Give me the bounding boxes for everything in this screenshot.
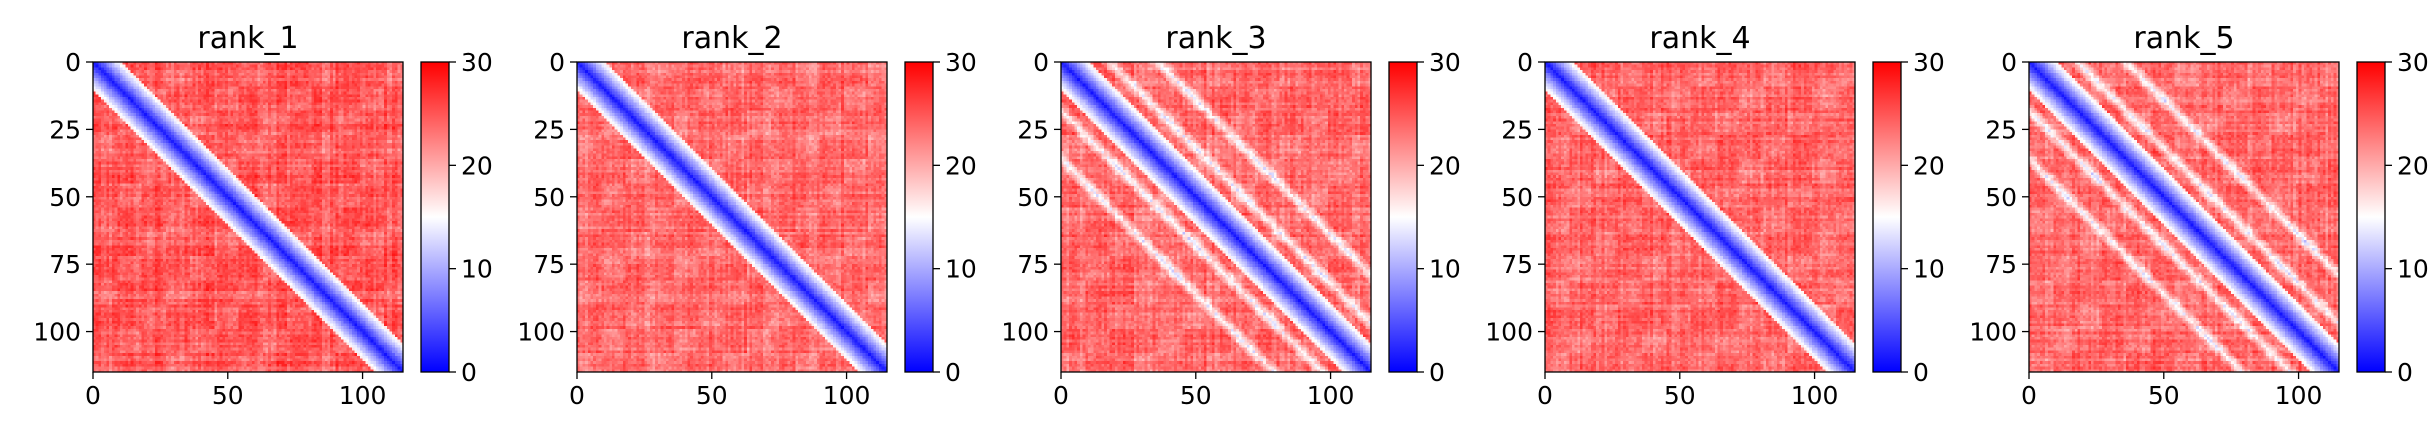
colorbar <box>2356 61 2386 373</box>
y-tick-label: 0 <box>1033 48 1049 77</box>
colorbar-tick-label: 10 <box>1429 255 1461 284</box>
x-tick-label: 100 <box>1791 381 1839 410</box>
panel-title: rank_1 <box>197 21 298 56</box>
colorbar-tick-label: 10 <box>2397 255 2429 284</box>
y-tick-label: 25 <box>1985 115 2017 144</box>
panel-title: rank_3 <box>1165 21 1266 56</box>
y-tick-label: 0 <box>549 48 565 77</box>
y-tick-label: 100 <box>1001 318 1049 347</box>
y-tick-label: 0 <box>1517 48 1533 77</box>
y-tick-label: 25 <box>1017 115 1049 144</box>
colorbar-tick-label: 10 <box>461 255 493 284</box>
colorbar-tick-label: 30 <box>2397 48 2429 77</box>
panel-title: rank_5 <box>2133 21 2234 56</box>
y-tick-label: 25 <box>1501 115 1533 144</box>
x-tick-label: 0 <box>85 381 101 410</box>
axes-frame <box>1060 61 1372 373</box>
y-tick-label: 0 <box>2001 48 2017 77</box>
y-tick-label: 50 <box>1017 183 1049 212</box>
y-tick-label: 25 <box>49 115 81 144</box>
colorbar-tick-label: 20 <box>461 151 493 180</box>
heatmap-panel-4: rank_4 0 50 100 0 25 50 75 100 0 10 20 30 <box>1485 21 1945 410</box>
panel-title: rank_4 <box>1649 21 1750 56</box>
colorbar-tick-label: 0 <box>2397 358 2413 387</box>
x-tick-label: 0 <box>1537 381 1553 410</box>
y-tick-label: 50 <box>1985 183 2017 212</box>
heatmap-panel-2: rank_2 0 50 100 0 25 50 75 100 0 10 20 30 <box>517 21 977 410</box>
y-tick-label: 100 <box>517 318 565 347</box>
y-tick-label: 50 <box>49 183 81 212</box>
x-tick-label: 50 <box>1664 381 1696 410</box>
colorbar <box>1388 61 1418 373</box>
heatmap-matrix <box>1545 62 1855 372</box>
colorbar-tick-label: 30 <box>945 48 977 77</box>
colorbar <box>420 61 450 373</box>
x-tick-label: 100 <box>339 381 387 410</box>
axes-frame <box>576 61 888 373</box>
y-tick-label: 75 <box>1985 250 2017 279</box>
x-tick-label: 0 <box>569 381 585 410</box>
colorbar-tick-label: 20 <box>1913 151 1945 180</box>
axes-frame <box>2028 61 2340 373</box>
colorbar-tick-label: 10 <box>945 255 977 284</box>
heatmap-matrix <box>577 62 887 372</box>
x-tick-label: 50 <box>1180 381 1212 410</box>
panel-title: rank_2 <box>681 21 782 56</box>
x-tick-label: 0 <box>1053 381 1069 410</box>
y-tick-label: 0 <box>65 48 81 77</box>
y-tick-label: 25 <box>533 115 565 144</box>
y-tick-label: 75 <box>1501 250 1533 279</box>
y-tick-label: 50 <box>533 183 565 212</box>
y-tick-label: 75 <box>533 250 565 279</box>
x-tick-label: 50 <box>212 381 244 410</box>
colorbar-tick-label: 30 <box>461 48 493 77</box>
heatmap-panel-3: rank_3 0 50 100 0 25 50 75 100 0 10 20 30 <box>1001 21 1461 410</box>
x-tick-label: 100 <box>1307 381 1355 410</box>
heatmap-panel-5: rank_5 0 50 100 0 25 50 75 100 0 10 20 30 <box>1969 21 2429 410</box>
y-tick-label: 100 <box>33 318 81 347</box>
x-tick-label: 100 <box>2275 381 2323 410</box>
y-tick-label: 100 <box>1969 318 2017 347</box>
x-tick-label: 100 <box>823 381 871 410</box>
y-tick-label: 100 <box>1485 318 1533 347</box>
colorbar-tick-label: 20 <box>1429 151 1461 180</box>
heatmap-matrix <box>2029 62 2339 372</box>
y-tick-label: 75 <box>1017 250 1049 279</box>
colorbar-tick-label: 0 <box>1429 358 1445 387</box>
colorbar-tick-label: 0 <box>945 358 961 387</box>
heatmap-matrix <box>93 62 403 372</box>
x-tick-label: 50 <box>2148 381 2180 410</box>
y-tick-label: 75 <box>49 250 81 279</box>
colorbar-tick-label: 20 <box>945 151 977 180</box>
y-tick-label: 50 <box>1501 183 1533 212</box>
x-tick-label: 50 <box>696 381 728 410</box>
heatmap-panel-1: rank_1 0 50 100 0 25 50 75 100 0 10 20 30 <box>33 21 493 410</box>
colorbar <box>904 61 934 373</box>
colorbar-tick-label: 0 <box>1913 358 1929 387</box>
colorbar-tick-label: 30 <box>1913 48 1945 77</box>
x-tick-label: 0 <box>2021 381 2037 410</box>
colorbar-tick-label: 0 <box>461 358 477 387</box>
axes-frame <box>1544 61 1856 373</box>
colorbar-tick-label: 30 <box>1429 48 1461 77</box>
axes-frame <box>92 61 404 373</box>
colorbar <box>1872 61 1902 373</box>
colorbar-tick-label: 20 <box>2397 151 2429 180</box>
colorbar-tick-label: 10 <box>1913 255 1945 284</box>
heatmap-matrix <box>1061 62 1371 372</box>
